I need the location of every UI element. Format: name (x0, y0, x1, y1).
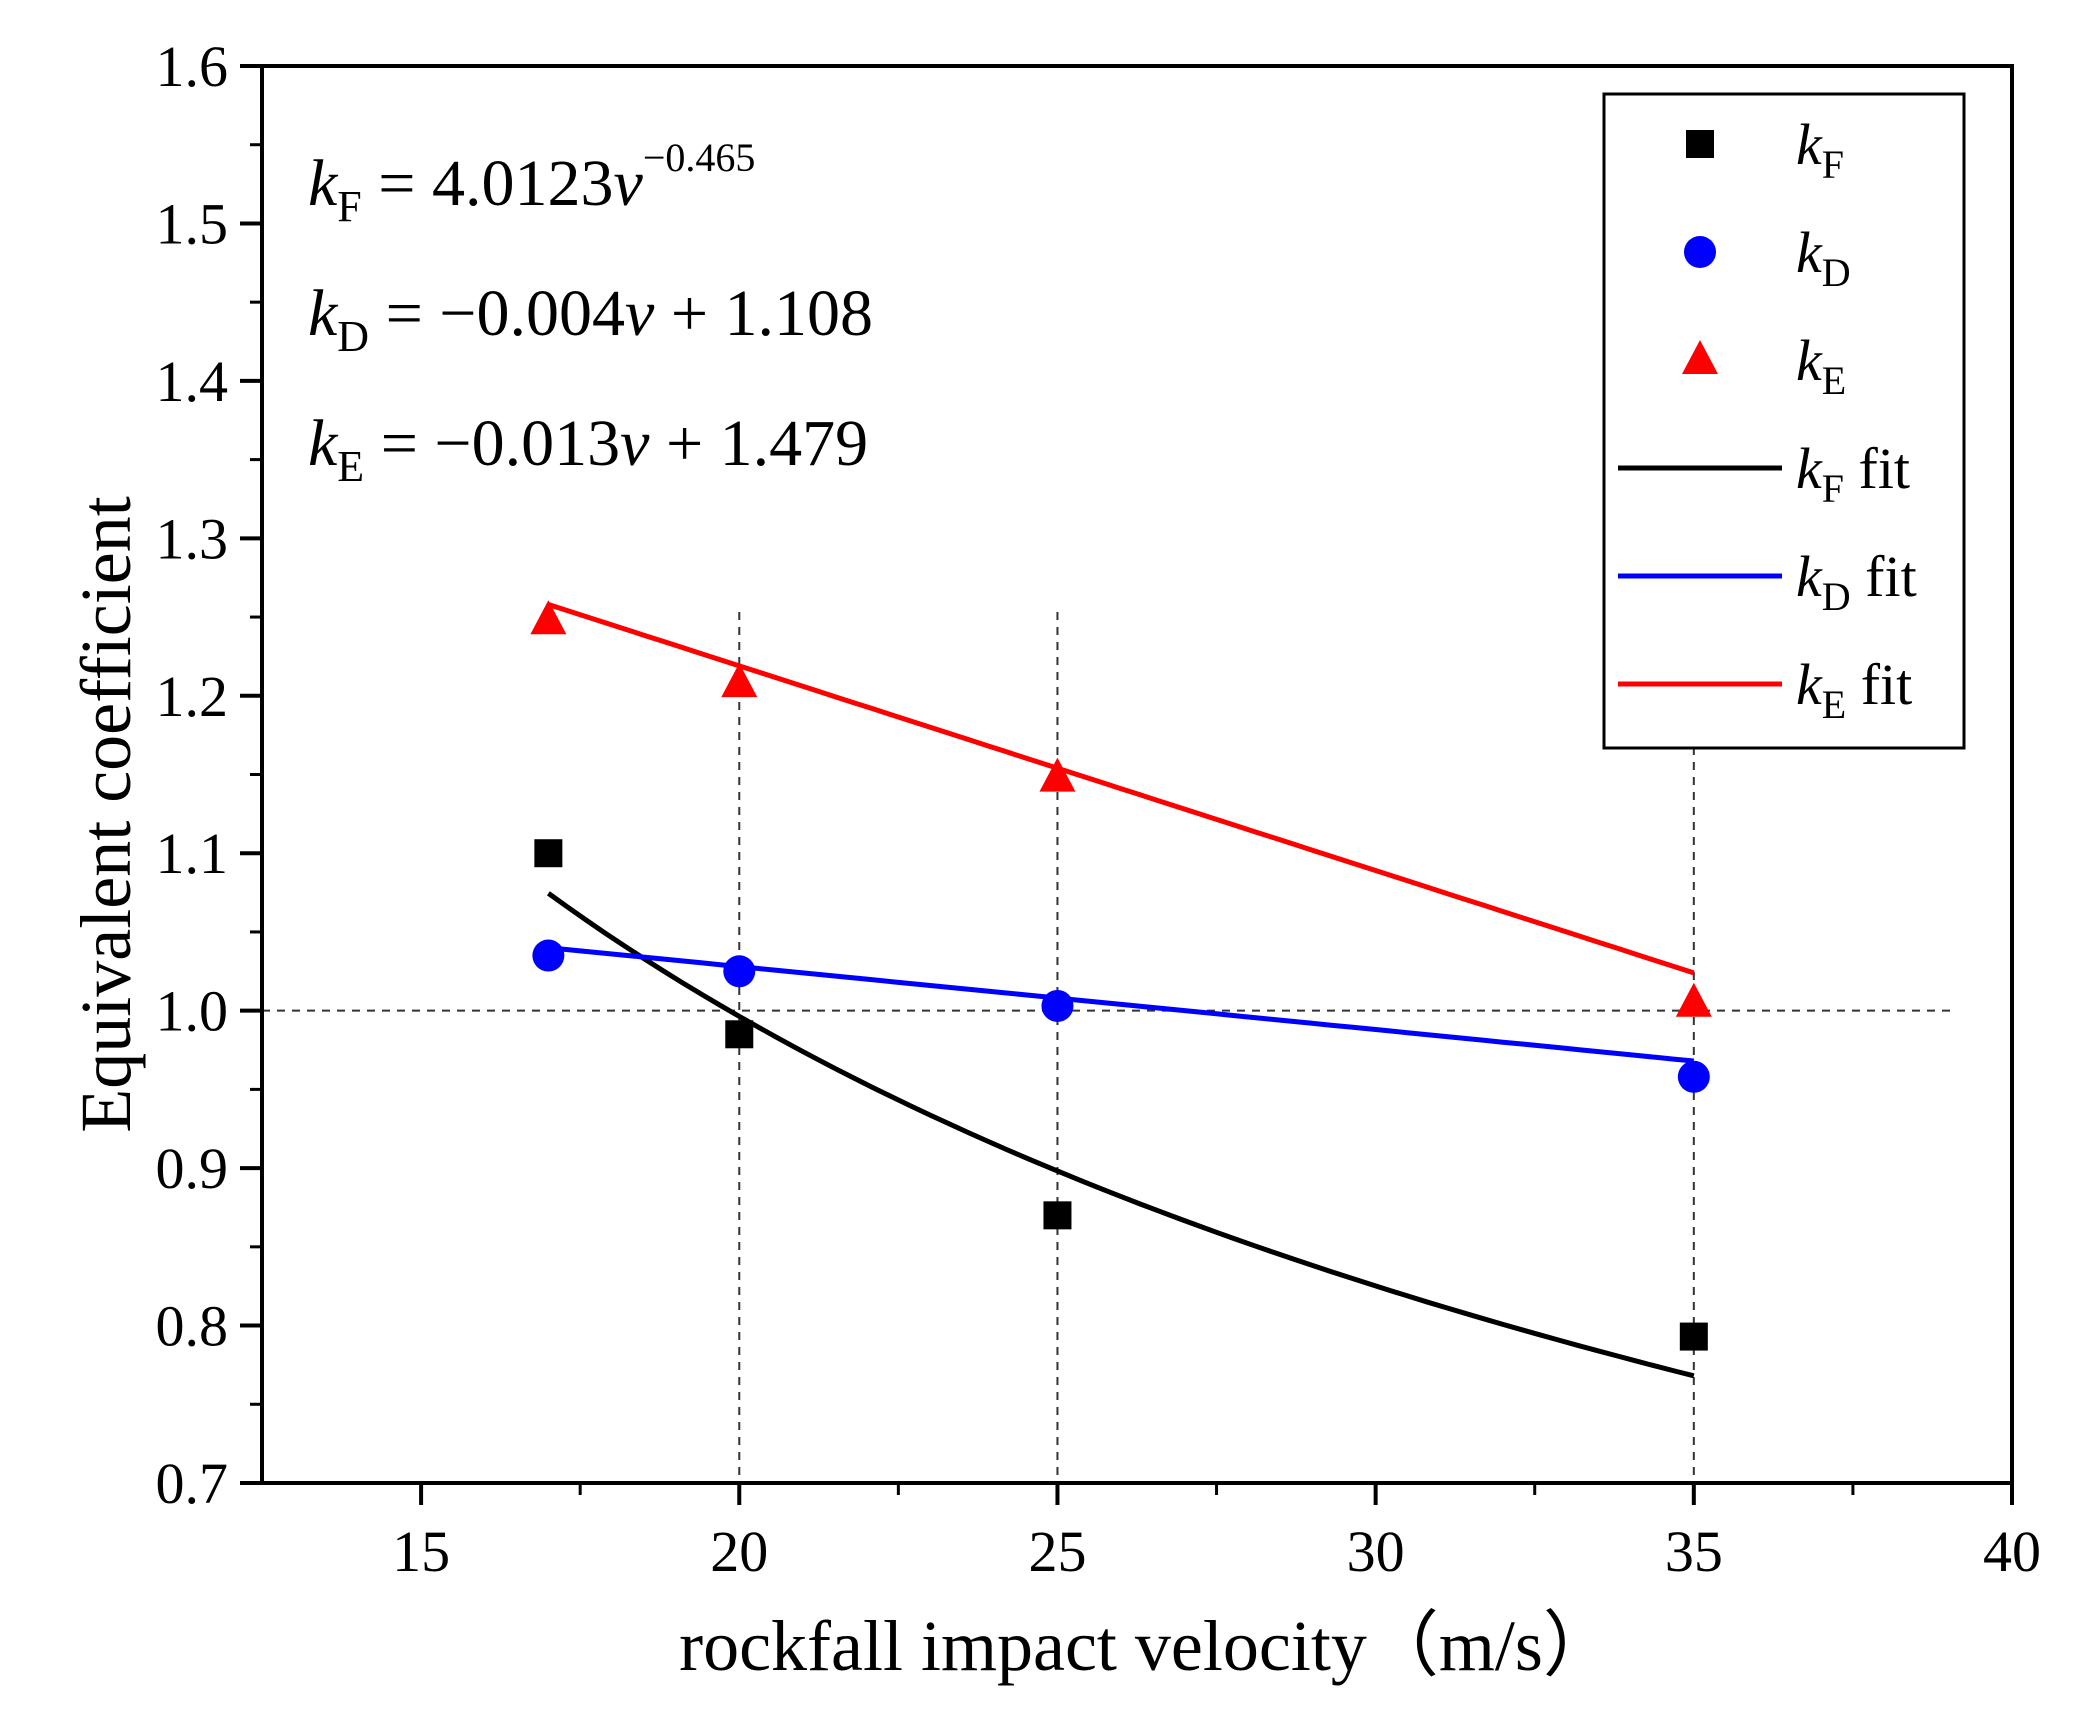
data-point-e (530, 600, 567, 635)
legend-marker-e (1682, 340, 1718, 374)
legend-label: kF (1796, 112, 1844, 187)
y-tick-label: 1.0 (156, 979, 229, 1044)
x-axis-title: rockfall impact velocity（m/s） (679, 1606, 1615, 1686)
x-tick-label: 40 (1983, 1519, 2041, 1584)
data-point-e (721, 663, 758, 698)
legend-label: kE fit (1796, 652, 1912, 727)
y-tick-label: 1.3 (156, 506, 229, 571)
y-tick-label: 1.2 (156, 664, 229, 729)
data-point-e (1675, 982, 1712, 1017)
y-tick-label: 0.8 (156, 1294, 229, 1359)
data-point-f (1043, 1201, 1072, 1230)
y-tick-label: 1.1 (156, 821, 229, 886)
x-tick-label: 35 (1665, 1519, 1723, 1584)
data-points-layer (530, 600, 1712, 1351)
legend-label: kE (1796, 328, 1846, 403)
data-point-d (723, 955, 756, 988)
data-point-e (1039, 757, 1076, 792)
legend-label: kD (1796, 220, 1851, 295)
legend-box (1602, 92, 1966, 750)
legend: kF kD kE kF fit kD fit kE fit (1602, 92, 1966, 750)
data-point-f (725, 1020, 754, 1049)
data-point-f (534, 839, 563, 868)
equations-layer: kF = 4.0123v−0.465 kD = −0.004v + 1.108 kE… (308, 135, 873, 491)
fit-line-f (546, 891, 1695, 1379)
equation-d: kD = −0.004v + 1.108 (308, 277, 873, 361)
x-tick-label: 20 (710, 1519, 768, 1584)
y-tick-label: 0.7 (156, 1451, 229, 1516)
equation-f: kF = 4.0123v−0.465 (308, 135, 755, 231)
ticks-layer: 15 20 25 30 35 40 0.7 0.8 0.9 1.0 1.1 1.2 1.3 1.4 1.5 1… (156, 34, 2042, 1584)
y-axis-title: Equivalent coefficient (66, 496, 146, 1132)
equation-e: kE = −0.013v + 1.479 (308, 407, 868, 491)
x-tick-label: 15 (392, 1519, 450, 1584)
legend-label: kD fit (1796, 544, 1917, 619)
legend-label: kF fit (1796, 436, 1910, 511)
legend-marker-f (1686, 130, 1714, 158)
x-tick-label: 25 (1028, 1519, 1086, 1584)
y-tick-label: 1.4 (156, 349, 229, 414)
y-tick-label: 0.9 (156, 1136, 229, 1201)
x-tick-label: 30 (1347, 1519, 1405, 1584)
fit-lines-layer (546, 602, 1695, 1379)
fit-line-e (547, 602, 1695, 976)
legend-marker-d (1684, 236, 1716, 268)
data-point-d (532, 939, 565, 972)
data-point-d (1041, 989, 1074, 1022)
data-point-f (1679, 1322, 1708, 1351)
data-point-d (1677, 1060, 1710, 1093)
y-tick-label: 1.5 (156, 191, 229, 256)
y-tick-label: 1.6 (156, 34, 229, 99)
